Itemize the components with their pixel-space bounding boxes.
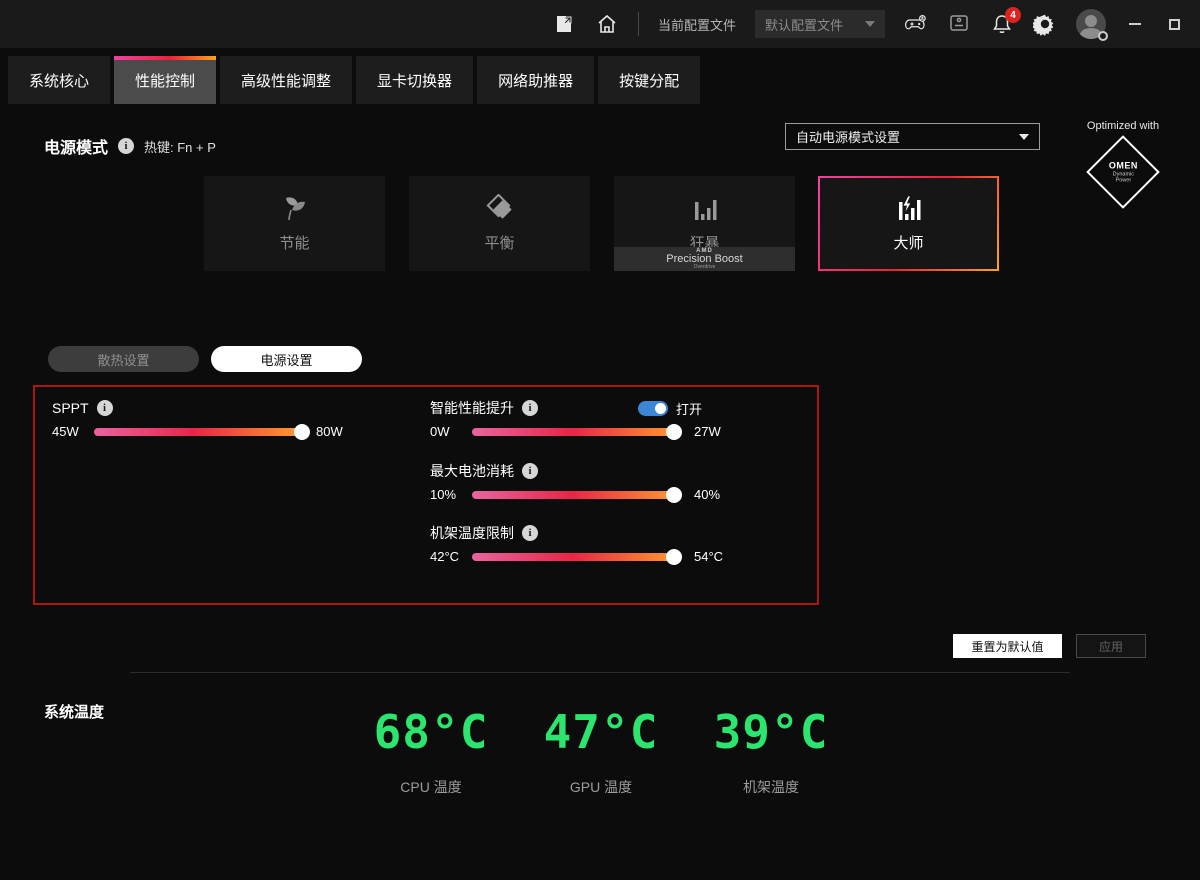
battery-drain-max-value: 40%: [694, 487, 721, 502]
performance-bars-icon: [694, 200, 716, 220]
system-temp-title: 系统温度: [44, 704, 105, 721]
cpu-temp-value: 68°C: [373, 705, 489, 759]
chassis-temp-value: 39°C: [713, 705, 829, 759]
main-tab-bar: 系统核心 性能控制 高级性能调整 显卡切换器 网络助推器 按键分配: [8, 56, 701, 104]
avatar-status-dot: [1098, 31, 1108, 41]
user-avatar[interactable]: [1076, 9, 1108, 41]
tab-network-booster[interactable]: 网络助推器: [477, 56, 595, 104]
mode-card-manual[interactable]: 大师: [818, 176, 999, 271]
gpu-temp-label: GPU 温度: [569, 779, 633, 795]
apply-button[interactable]: 应用: [1076, 634, 1146, 658]
chassis-temp-slider-group: 机架温度限制 i 42°C 54°C: [430, 524, 724, 565]
omen-dynamic-power-badge: Optimized with OMEN Dynamic Power: [1078, 120, 1168, 209]
battery-drain-slider-thumb[interactable]: [665, 486, 682, 503]
battery-drain-slider[interactable]: [472, 486, 682, 503]
power-mode-hotkey: 热键: Fn + P: [144, 139, 216, 155]
settings-gear-icon[interactable]: [1033, 12, 1057, 36]
section-divider: [130, 672, 1070, 673]
chassis-temp-max-value: 54°C: [694, 549, 724, 564]
chassis-temp-slider-thumb[interactable]: [665, 548, 682, 565]
chassis-temp-readout-label: 机架温度: [743, 779, 799, 795]
smart-boost-toggle[interactable]: [638, 400, 668, 416]
reset-default-button[interactable]: 重置为默认值: [953, 634, 1062, 658]
power-mode-header: 电源模式 i 热键: Fn + P: [44, 134, 216, 158]
leaf-icon: [285, 197, 305, 221]
power-mode-info-icon[interactable]: i: [118, 138, 135, 154]
gpu-temp-value: 47°C: [543, 705, 659, 759]
optimized-with-label: Optimized with: [1086, 120, 1160, 132]
cooling-settings-pill[interactable]: 散热设置: [48, 346, 199, 372]
auto-power-mode-value: 自动电源模式设置: [796, 130, 901, 145]
maximize-button[interactable]: [1164, 14, 1184, 34]
tab-gpu-switcher[interactable]: 显卡切换器: [356, 56, 474, 104]
library-icon[interactable]: [552, 12, 576, 36]
tab-key-assignment[interactable]: 按键分配: [598, 56, 701, 104]
smart-boost-slider[interactable]: [472, 423, 682, 440]
mode-label-balanced: 平衡: [484, 235, 515, 252]
avatar-image: [1076, 9, 1106, 39]
omen-diamond-logo: OMEN Dynamic Power: [1086, 135, 1160, 209]
home-icon[interactable]: [595, 12, 619, 36]
cpu-temp-readout: 68°C CPU 温度: [346, 705, 516, 797]
battery-drain-slider-group: 最大电池消耗 i 10% 40%: [430, 462, 721, 503]
smart-boost-info-icon[interactable]: i: [522, 400, 538, 416]
chassis-temp-label: 机架温度限制: [430, 525, 514, 541]
topbar-divider: [637, 12, 639, 36]
smart-boost-min-value: 0W: [430, 424, 450, 439]
amd-precision-boost-badge: AMD Precision Boost Overdrive: [614, 247, 795, 271]
mode-label-manual: 大师: [893, 235, 924, 252]
chassis-temp-min-value: 42°C: [430, 549, 460, 564]
sppt-slider-thumb[interactable]: [294, 423, 310, 440]
game-library-icon[interactable]: [904, 12, 928, 36]
power-settings-pill[interactable]: 电源设置: [211, 346, 362, 372]
sppt-slider[interactable]: [94, 423, 310, 440]
auto-power-mode-dropdown[interactable]: 自动电源模式设置: [785, 123, 1040, 150]
chevron-down-icon: [865, 21, 875, 27]
notification-count-badge: 4: [1005, 7, 1021, 23]
sppt-info-icon[interactable]: i: [96, 400, 113, 416]
gpu-temp-readout: 47°C GPU 温度: [516, 705, 686, 797]
smart-boost-max-value: 27W: [694, 424, 721, 439]
sppt-max-value: 80W: [316, 424, 343, 439]
tab-system-core[interactable]: 系统核心: [8, 56, 111, 104]
notifications-bell-icon[interactable]: 4: [990, 7, 1021, 36]
window-title-bar: 当前配置文件 默认配置文件 4: [0, 0, 1200, 48]
cpu-temp-label: CPU 温度: [400, 779, 462, 795]
current-profile-label: 当前配置文件: [657, 17, 736, 33]
sppt-label: SPPT: [52, 400, 89, 416]
feedback-icon[interactable]: [947, 12, 971, 36]
smart-boost-slider-thumb[interactable]: [665, 423, 682, 440]
mode-label-eco: 节能: [279, 235, 310, 252]
tab-advanced-tuning[interactable]: 高级性能调整: [220, 56, 353, 104]
profile-dropdown[interactable]: 默认配置文件: [755, 10, 885, 38]
balance-icon: [485, 194, 512, 219]
chassis-temp-info-icon[interactable]: i: [522, 525, 538, 541]
mode-card-eco[interactable]: 节能: [204, 176, 385, 271]
battery-drain-min-value: 10%: [430, 487, 457, 502]
smart-boost-toggle-label: 打开: [676, 401, 703, 417]
power-mode-title: 电源模式: [44, 140, 109, 157]
sppt-slider-group: SPPT i 45W 80W: [52, 399, 343, 440]
chevron-down-icon: [1019, 133, 1029, 140]
minimize-button[interactable]: [1125, 14, 1145, 34]
mode-card-balanced[interactable]: 平衡: [409, 176, 590, 271]
battery-drain-info-icon[interactable]: i: [522, 463, 538, 479]
power-settings-highlight-box: [33, 385, 819, 605]
bars-bolt-icon: [898, 195, 920, 220]
smart-boost-label: 智能性能提升: [430, 400, 514, 416]
sppt-min-value: 45W: [52, 424, 79, 439]
mode-card-turbo[interactable]: 狂暴 AMD Precision Boost Overdrive: [614, 176, 795, 271]
smart-boost-slider-group: 智能性能提升 i 打开 0W 27W: [430, 399, 721, 440]
chassis-temp-readout: 39°C 机架温度: [686, 705, 856, 797]
tab-performance-control[interactable]: 性能控制: [114, 56, 217, 104]
chassis-temp-slider[interactable]: [472, 548, 682, 565]
battery-drain-label: 最大电池消耗: [430, 463, 514, 479]
profile-dropdown-value: 默认配置文件: [765, 17, 844, 33]
